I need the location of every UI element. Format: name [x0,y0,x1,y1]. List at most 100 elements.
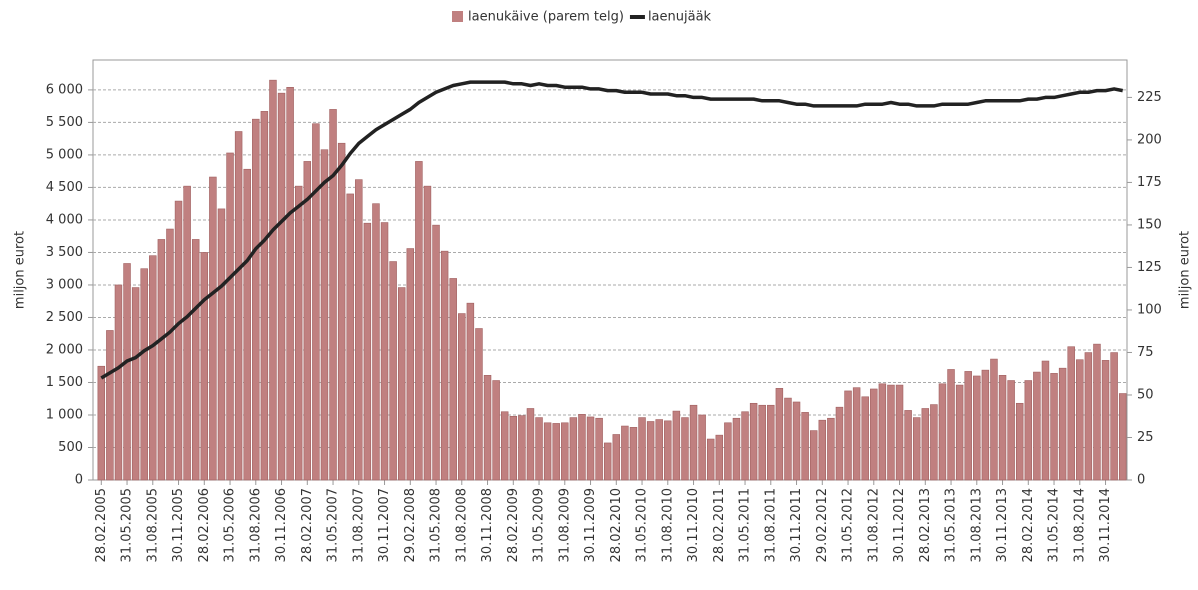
bar [638,417,646,481]
bar [844,390,852,481]
bar [887,384,895,481]
bar [1101,360,1110,481]
x-tick-label: 31.08.2007 [351,488,366,562]
bar [329,109,337,481]
x-tick-label: 31.08.2012 [866,488,881,562]
bar [1067,346,1075,481]
bar [998,375,1007,481]
bar [458,313,466,481]
bar [1015,402,1024,481]
x-tick-label: 30.11.2005 [171,488,186,562]
x-tick-label: 28.02.2011 [712,488,727,562]
bar [1041,360,1050,481]
bar [131,287,140,481]
y-tick-label: 5 500 [46,115,83,130]
bar [492,380,500,481]
y-tick-label: 500 [58,440,83,455]
bar [852,387,861,481]
y-tick-label: 2 500 [46,310,83,325]
bar [681,417,689,481]
y2-tick-label: 200 [1137,132,1162,147]
bar [646,421,655,481]
y2-axis-label: miljon eurot [1178,231,1193,309]
bar [732,417,741,481]
bar [518,415,526,481]
bar [569,417,578,481]
bar [775,388,784,481]
bar [286,87,294,481]
x-tick-label: 31.05.2006 [223,488,238,562]
y-tick-label: 3 500 [46,245,83,260]
bar [140,268,148,481]
bar [698,414,706,481]
x-tick-label: 30.11.2010 [686,488,701,562]
bar [106,330,114,481]
bar [964,371,972,481]
bar [346,193,354,481]
bar [784,397,792,481]
bar [475,328,483,481]
y2-tick-label: 75 [1137,345,1154,360]
bar [380,222,389,481]
bar [973,375,981,481]
x-tick-label: 31.08.2006 [248,488,263,562]
bar [749,402,758,481]
x-tick-label: 31.05.2009 [532,488,547,562]
x-tick-label: 31.05.2005 [120,488,135,562]
legend-swatch [452,11,463,22]
bar [269,79,277,481]
y2-tick-label: 50 [1137,387,1154,402]
x-tick-label: 31.08.2013 [969,488,984,562]
bar [895,384,904,481]
bar [1076,359,1084,481]
bar [509,415,518,481]
y-tick-label: 5 000 [46,147,83,162]
x-tick-label: 31.08.2009 [557,488,572,562]
bar [243,168,251,481]
bar [543,422,552,481]
bar [947,369,955,481]
bar [234,131,243,481]
bar [320,149,329,481]
bar [741,411,749,481]
bar [818,419,827,481]
bar [174,200,183,481]
bar [97,365,106,481]
bar [1050,373,1058,481]
bar [200,252,209,481]
bar [260,111,269,481]
bar [612,434,621,481]
x-tick-label: 31.05.2010 [635,488,650,562]
bar [955,384,964,481]
bar [930,404,938,481]
bar [149,255,157,481]
bar [904,410,912,481]
bar [406,248,415,481]
x-tick-label: 28.02.2006 [197,488,212,562]
bar [363,222,372,481]
y-tick-label: 6 000 [46,82,83,97]
bar [706,438,715,481]
x-tick-label: 31.05.2011 [738,488,753,562]
y2-tick-label: 175 [1137,175,1162,190]
bar [114,284,123,481]
bar [440,250,449,481]
x-tick-label: 28.02.2010 [609,488,624,562]
x-tick-label: 28.02.2005 [94,488,109,562]
bar [655,419,663,481]
x-tick-label: 31.08.2008 [454,488,469,562]
bar [586,416,595,481]
x-tick-label: 31.05.2013 [944,488,959,562]
bar [526,408,535,481]
bar [861,396,869,481]
bar [715,434,724,481]
bar [252,118,260,481]
bar [1093,343,1101,481]
y-axis-label: miljon eurot [13,231,28,309]
bar [758,404,766,481]
bar [689,404,698,481]
x-tick-label: 30.11.2011 [789,488,804,562]
x-tick-label: 31.08.2014 [1072,488,1087,562]
bar [801,412,809,481]
